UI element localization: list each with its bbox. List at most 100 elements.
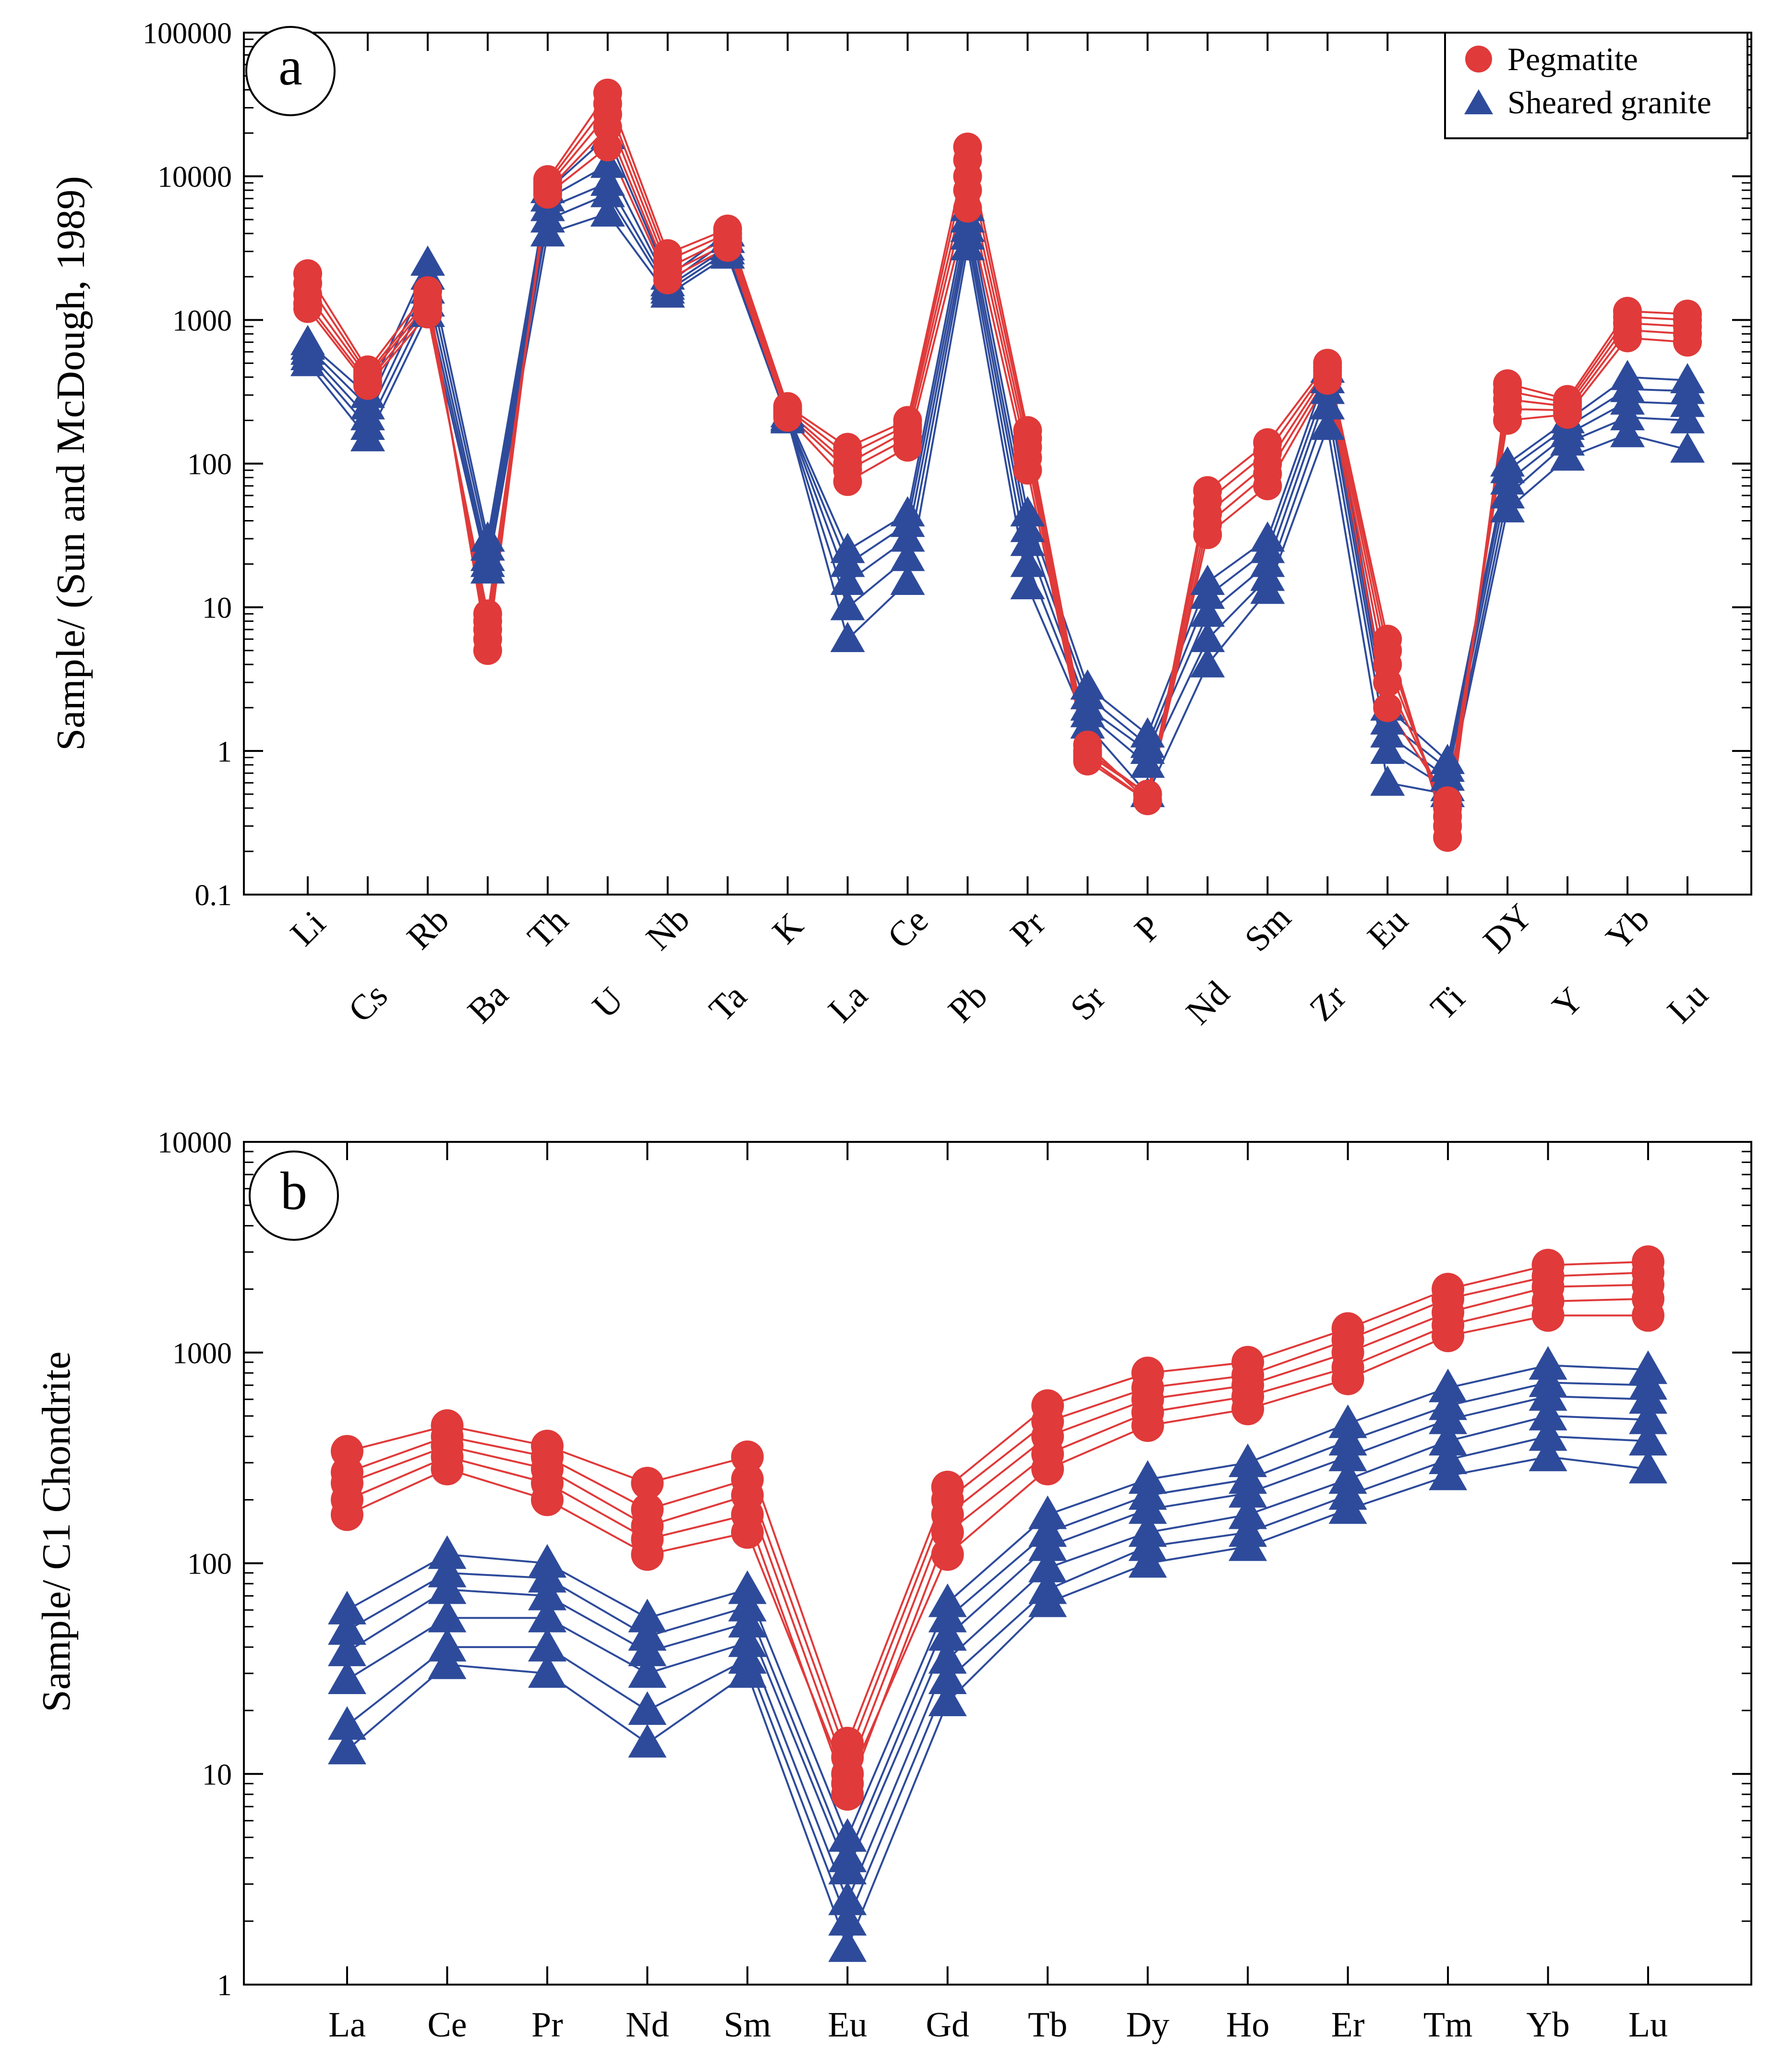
x-tick-label-er: Er	[1331, 2005, 1365, 2045]
x-tick-label-yb: Yb	[1526, 2005, 1569, 2045]
data-point-sheared-granite-4-yb	[1529, 1396, 1567, 1430]
data-point-pegmatite-5-tm	[1432, 1320, 1465, 1353]
data-point-pegmatite-5-pb	[953, 194, 982, 223]
data-point-sheared-granite-3-pr	[528, 1576, 566, 1611]
data-point-pegmatite-5-tb	[1031, 1453, 1064, 1486]
panel-b: 1 10 100 1000 10000 La Ce Pr Nd Sm Eu Gd Tb Dy Ho Er Tm…	[34, 1127, 1752, 2045]
data-point-pegmatite-5-ba	[473, 599, 502, 629]
data-point-sheared-granite-4-ho	[1229, 1495, 1267, 1529]
data-point-pegmatite-5-cs	[353, 371, 382, 400]
data-point-sheared-granite-3-yb	[1529, 1377, 1567, 1411]
data-point-sheared-granite-3-yb	[1610, 384, 1645, 415]
data-point-pegmatite-5-y	[1553, 400, 1582, 429]
data-point-sheared-granite-2-gd	[928, 1599, 967, 1633]
series-line-pegmatite-5	[307, 146, 1688, 802]
x-tick-label-ta: Ta	[702, 977, 755, 1030]
data-point-pegmatite-5-yb	[1613, 323, 1642, 352]
x-tick-label-ce: Ce	[880, 901, 936, 957]
data-point-sheared-granite-3-gd	[928, 1617, 967, 1651]
data-point-sheared-granite-5-nd	[1190, 647, 1225, 678]
data-point-pegmatite-5-ce	[431, 1453, 464, 1486]
data-point-pegmatite-5-dy	[1131, 1409, 1164, 1442]
data-point-sheared-granite-5-li	[290, 346, 325, 376]
x-tick-label-la: La	[328, 2005, 366, 2045]
y-tick-label: 100	[187, 448, 232, 481]
x-tick-label-dy: DY	[1476, 897, 1540, 961]
panel-badge-circle-a	[245, 26, 336, 116]
data-point-sheared-granite-5-pr	[1010, 569, 1045, 599]
data-point-sheared-granite-4-lu	[1629, 1400, 1667, 1434]
data-point-sheared-granite-4-zr	[1310, 389, 1345, 420]
data-point-sheared-granite-2-la	[328, 1611, 366, 1645]
data-point-sheared-granite-5-nd	[628, 1691, 667, 1725]
legend-marker-pegmatite	[1465, 46, 1492, 73]
data-point-pegmatite-5-ta	[713, 233, 742, 262]
data-point-sheared-granite-4-tb	[1028, 1549, 1067, 1583]
y-tick-label: 1000	[172, 304, 232, 337]
data-point-sheared-granite-4-tm	[1429, 1422, 1468, 1456]
series-line-sheared-granite-6	[346, 1455, 1649, 1949]
series-line-pegmatite-5	[347, 1314, 1648, 1785]
data-point-sheared-granite-6-dy	[1128, 1544, 1167, 1578]
data-point-sheared-granite-4-eu	[828, 1881, 867, 1915]
legend: Pegmatite Sheared granite	[1444, 32, 1748, 139]
data-point-sheared-granite-5-pr	[528, 1628, 566, 1662]
x-tick-label-tb: Tb	[1028, 2005, 1067, 2045]
data-point-sheared-granite-1-tb	[1028, 1495, 1067, 1529]
data-point-sheared-granite-5-eu	[828, 1902, 867, 1936]
data-point-pegmatite-5-rb	[413, 299, 442, 328]
data-point-pegmatite-5-u	[593, 133, 622, 162]
data-point-pegmatite-5-sr	[1073, 746, 1102, 775]
x-tick-label-ba: Ba	[460, 975, 516, 1031]
x-tick-label-th: Th	[520, 901, 576, 957]
data-point-sheared-granite-3-ho	[1229, 1474, 1267, 1508]
legend-label-sheared-granite: Sheared granite	[1507, 84, 1711, 121]
data-point-sheared-granite-6-er	[1328, 1490, 1367, 1524]
data-point-sheared-granite-6-sm	[728, 1654, 767, 1688]
series-layer-a	[290, 78, 1705, 852]
x-tick-label-lu: Lu	[1628, 2005, 1668, 2045]
data-point-sheared-granite-4-p	[1130, 747, 1165, 778]
data-point-sheared-granite-1-ce	[428, 1535, 467, 1569]
data-point-pegmatite-5-ce	[893, 433, 922, 462]
x-tick-label-sr: Sr	[1063, 978, 1113, 1028]
x-tick-label-yb: Yb	[1599, 899, 1657, 958]
data-point-pegmatite-5-lu	[1632, 1299, 1664, 1332]
data-point-sheared-granite-4-ce	[428, 1599, 467, 1633]
y-tick-label: 0.1	[195, 879, 232, 912]
data-point-sheared-granite-3-lu	[1629, 1380, 1667, 1414]
data-point-pegmatite-5-nd	[631, 1538, 664, 1571]
y-axis-label-b: Sample/ C1 Chondrite	[34, 1351, 79, 1712]
data-point-sheared-granite-2-pr	[528, 1559, 566, 1593]
series-line-pegmatite-1	[347, 1260, 1649, 1745]
data-point-sheared-granite-4-pr	[1010, 546, 1045, 577]
data-point-sheared-granite-1-er	[1328, 1404, 1367, 1438]
x-tick-label-tm: Tm	[1423, 2005, 1473, 2045]
panel-badge-a: a	[245, 26, 336, 116]
data-point-sheared-granite-3-la	[328, 1632, 366, 1666]
data-point-sheared-granite-5-ce	[428, 1628, 467, 1662]
series-layer-b	[328, 1245, 1667, 1962]
series-line-sheared-granite-1	[347, 1364, 1649, 1839]
data-point-sheared-granite-6-lu	[1629, 1450, 1667, 1484]
panel-label-b: b	[280, 1162, 307, 1221]
y-tick-label: 1	[217, 736, 232, 768]
data-point-pegmatite-5-nd	[1193, 520, 1222, 549]
data-point-pegmatite-5-eu	[831, 1767, 864, 1800]
data-point-sheared-granite-5-la	[328, 1706, 366, 1740]
data-point-sheared-granite-5-th	[530, 216, 565, 247]
y-tick-label: 1000	[172, 1337, 232, 1370]
data-point-sheared-granite-5-gd	[928, 1660, 967, 1695]
y-tick-label: 10	[202, 592, 232, 625]
series-line-sheared-granite-1	[307, 135, 1688, 762]
y-tick-label: 100	[187, 1548, 232, 1581]
data-point-sheared-granite-5-lu	[1629, 1422, 1667, 1456]
data-point-sheared-granite-5-yb	[1529, 1417, 1567, 1451]
data-point-sheared-granite-2-la	[830, 546, 865, 577]
y-tick-label: 10000	[157, 161, 232, 194]
data-point-sheared-granite-6-pr	[528, 1654, 566, 1688]
x-tick-label-ho: Ho	[1226, 2005, 1269, 2045]
data-point-sheared-granite-3-lu	[1670, 387, 1705, 417]
data-point-sheared-granite-6-nd	[628, 1724, 667, 1758]
